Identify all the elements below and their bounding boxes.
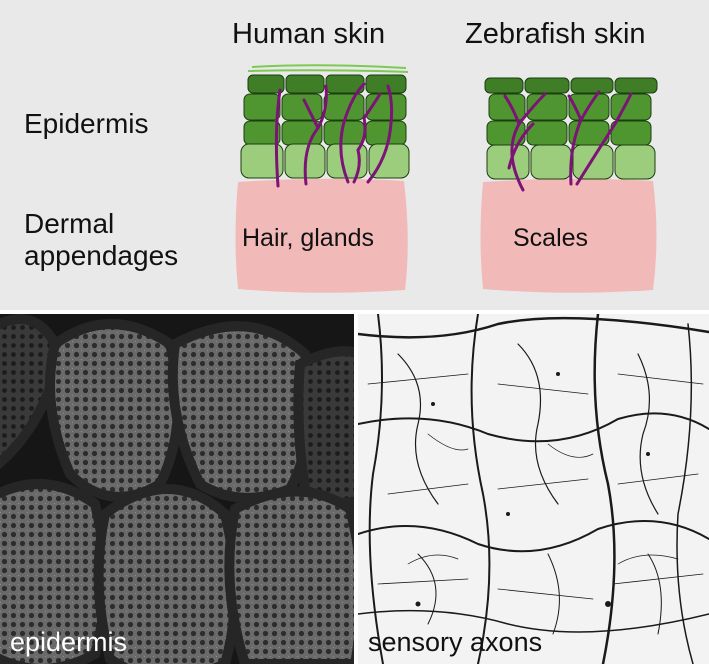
zebrafish-epidermis-cells	[484, 77, 658, 180]
zebrafish-axons	[503, 90, 633, 192]
scale-shape	[224, 486, 354, 664]
scale-shape	[293, 346, 354, 508]
diagram-panel: Human skin Zebrafish skin Epidermis Derm…	[0, 0, 709, 310]
zebrafish-dermis-label: Scales	[513, 224, 589, 252]
epidermis-image	[0, 314, 354, 664]
dermal-appendages-row-label: Dermal appendages	[24, 208, 178, 272]
epidermis-image-label: epidermis	[10, 627, 128, 657]
sensory-axons-image	[358, 314, 709, 664]
human-dermis-box	[235, 178, 408, 293]
zebrafish-dermis-box	[480, 178, 657, 293]
human-skin-title: Human skin	[232, 18, 386, 50]
human-axons	[274, 82, 394, 188]
epidermis-row-label: Epidermis	[24, 108, 149, 139]
sensory-axons-image-label: sensory axons	[368, 627, 543, 657]
scale-shape	[45, 319, 183, 502]
dermal-label-line2: appendages	[24, 240, 179, 271]
dermal-label-line1: Dermal	[24, 208, 115, 239]
epidermis-micrograph: epidermis	[0, 314, 354, 664]
sensory-axons-micrograph: sensory axons	[358, 314, 709, 664]
zebrafish-skin-title: Zebrafish skin	[465, 18, 646, 50]
scale-shape	[167, 321, 315, 503]
zebrafish-skin-diagram	[480, 77, 658, 293]
surface-lines	[247, 64, 409, 73]
human-dermis-label: Hair, glands	[242, 224, 375, 252]
human-skin-diagram	[235, 64, 410, 293]
